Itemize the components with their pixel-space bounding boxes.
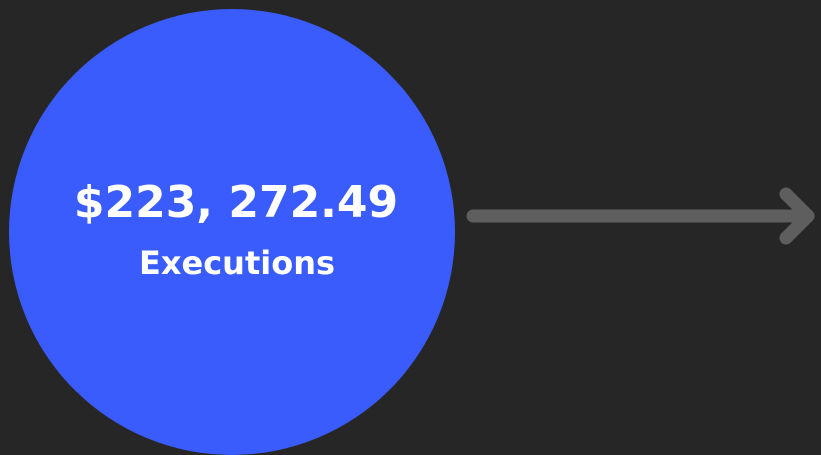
arrow-head: [779, 187, 815, 245]
node-circle: [9, 9, 455, 455]
node-label: Executions: [139, 244, 335, 282]
arrow: [466, 187, 815, 245]
node-value: $223, 272.49: [74, 177, 398, 228]
